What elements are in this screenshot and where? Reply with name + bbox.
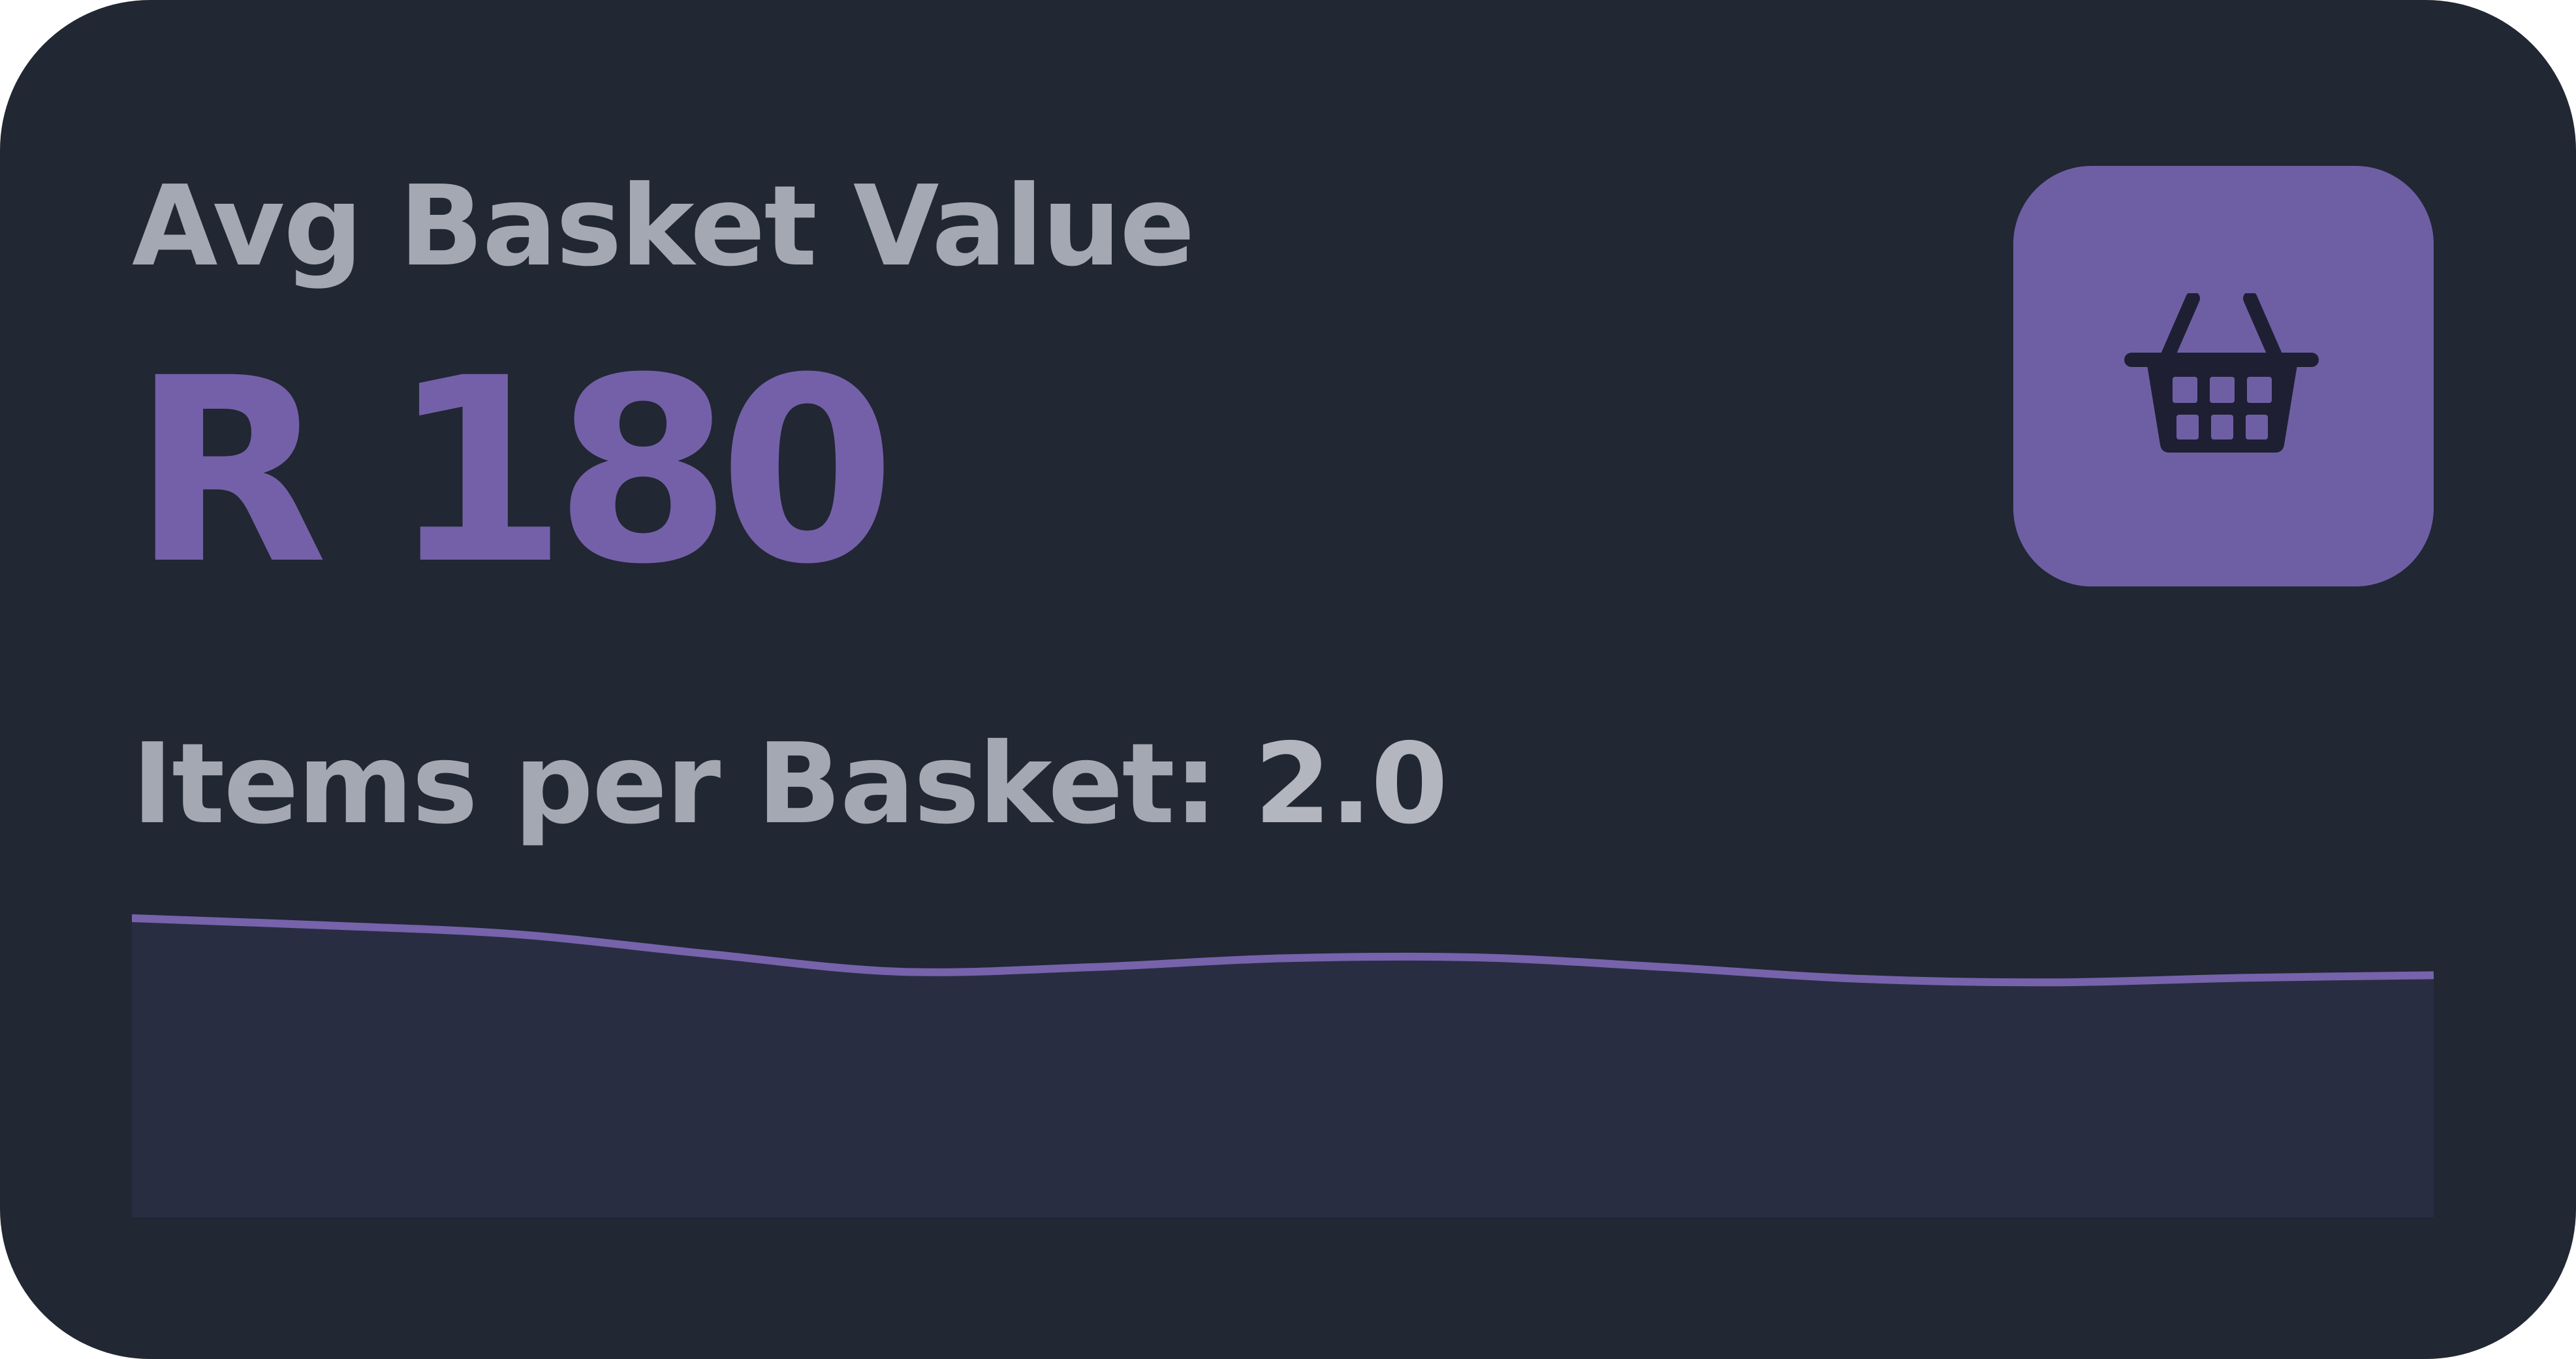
avg-basket-value: R 180 bbox=[132, 323, 896, 620]
items-per-basket-label: Items per Basket: bbox=[132, 720, 1255, 849]
items-per-basket: Items per Basket: 2.0 bbox=[132, 720, 1448, 849]
basket-value-sparkline bbox=[132, 914, 2434, 1217]
card-title: Avg Basket Value bbox=[132, 162, 1195, 291]
basket-icon bbox=[2124, 293, 2319, 453]
sparkline-area bbox=[132, 918, 2434, 1217]
sparkline-line bbox=[132, 914, 2434, 987]
items-per-basket-value: 2.0 bbox=[1254, 720, 1448, 849]
basket-icon-box bbox=[2013, 166, 2434, 586]
